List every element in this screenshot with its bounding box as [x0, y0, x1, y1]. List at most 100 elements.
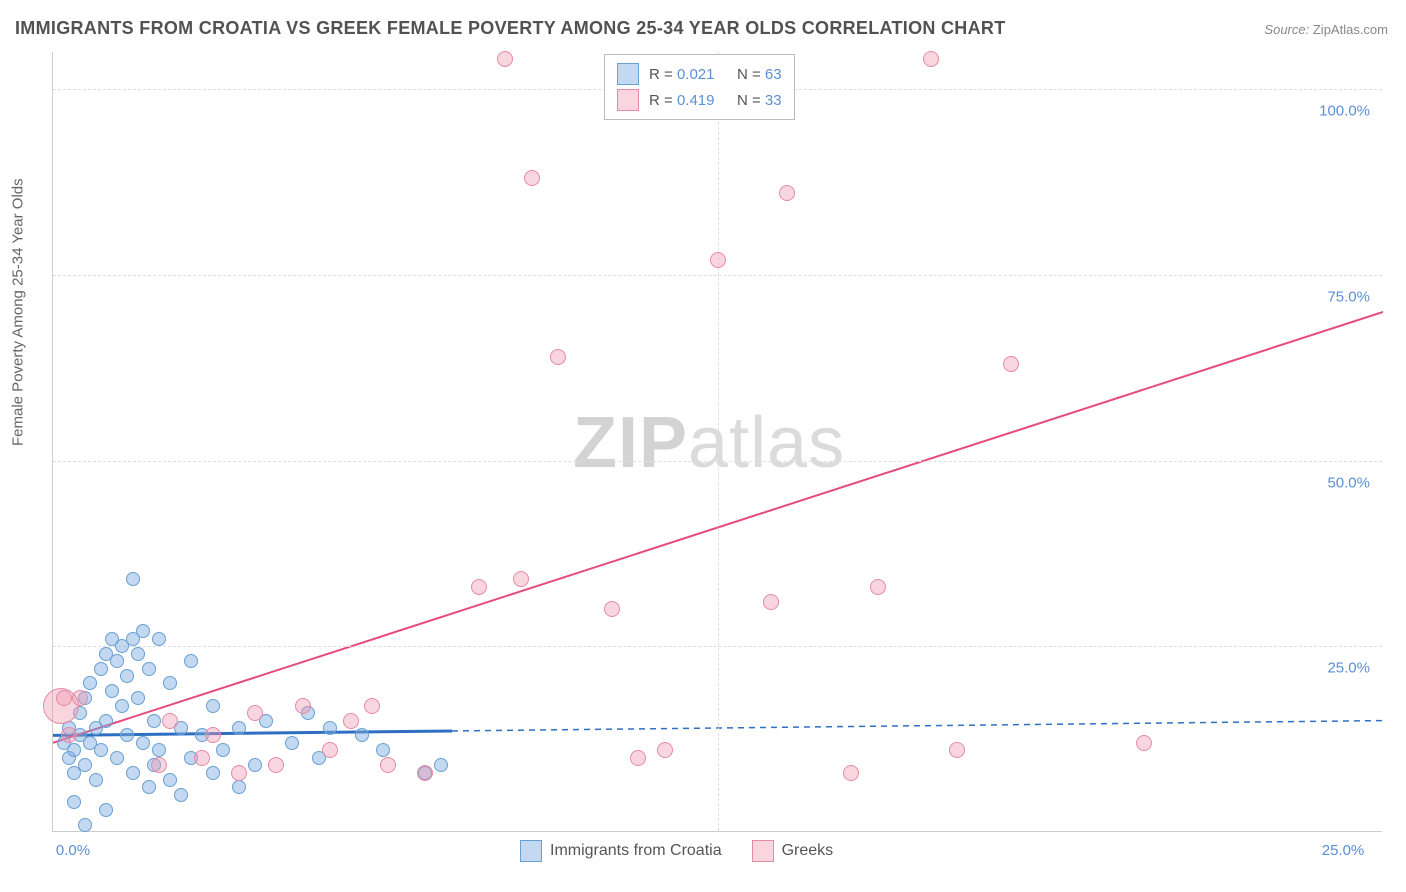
- legend-swatch-croatia: [617, 63, 639, 85]
- scatter-point-greek: [779, 185, 795, 201]
- legend-row-greek: R = 0.419 N = 33: [617, 87, 782, 113]
- scatter-plot-area: ZIPatlas 25.0%50.0%75.0%100.0%0.0%25.0%: [52, 52, 1382, 832]
- scatter-point-croatia: [126, 766, 140, 780]
- trendline-croatia: [53, 731, 452, 735]
- legend-correlation-box: R = 0.021 N = 63R = 0.419 N = 33: [604, 54, 795, 120]
- gridline-vertical: [718, 52, 719, 831]
- y-tick-label: 50.0%: [1327, 474, 1370, 491]
- legend-swatch-bottom-croatia: [520, 840, 542, 862]
- scatter-point-greek: [949, 742, 965, 758]
- y-tick-label: 100.0%: [1319, 103, 1370, 120]
- scatter-point-croatia: [94, 662, 108, 676]
- scatter-point-greek: [343, 713, 359, 729]
- legend-item-croatia: Immigrants from Croatia: [520, 840, 722, 862]
- scatter-point-greek: [710, 252, 726, 268]
- scatter-point-greek: [497, 51, 513, 67]
- scatter-point-greek: [471, 579, 487, 595]
- scatter-point-greek: [205, 727, 221, 743]
- scatter-point-greek: [550, 349, 566, 365]
- scatter-point-croatia: [216, 743, 230, 757]
- legend-item-greek: Greeks: [752, 840, 834, 862]
- source-attribution: Source: ZipAtlas.com: [1264, 22, 1388, 37]
- scatter-point-croatia: [355, 728, 369, 742]
- scatter-point-croatia: [248, 758, 262, 772]
- scatter-point-croatia: [142, 780, 156, 794]
- scatter-point-croatia: [152, 743, 166, 757]
- y-axis-title: Female Poverty Among 25-34 Year Olds: [10, 178, 27, 446]
- scatter-point-greek: [657, 742, 673, 758]
- scatter-point-croatia: [376, 743, 390, 757]
- scatter-point-croatia: [232, 721, 246, 735]
- scatter-point-greek: [364, 698, 380, 714]
- scatter-point-greek: [604, 601, 620, 617]
- scatter-point-greek: [61, 727, 77, 743]
- scatter-point-croatia: [136, 736, 150, 750]
- legend-r-greek: R = 0.419: [649, 92, 714, 109]
- scatter-point-croatia: [94, 743, 108, 757]
- scatter-point-croatia: [89, 773, 103, 787]
- source-label: Source:: [1264, 22, 1309, 37]
- scatter-point-greek: [56, 690, 72, 706]
- scatter-point-greek: [162, 713, 178, 729]
- scatter-point-croatia: [184, 654, 198, 668]
- scatter-point-croatia: [131, 691, 145, 705]
- legend-swatch-bottom-greek: [752, 840, 774, 862]
- scatter-point-greek: [151, 757, 167, 773]
- scatter-point-croatia: [110, 654, 124, 668]
- scatter-point-croatia: [131, 647, 145, 661]
- scatter-point-greek: [268, 757, 284, 773]
- scatter-point-greek: [231, 765, 247, 781]
- scatter-point-croatia: [136, 624, 150, 638]
- scatter-point-greek: [322, 742, 338, 758]
- scatter-point-croatia: [99, 803, 113, 817]
- scatter-point-croatia: [285, 736, 299, 750]
- scatter-point-greek: [247, 705, 263, 721]
- scatter-point-croatia: [174, 788, 188, 802]
- scatter-point-croatia: [152, 632, 166, 646]
- scatter-point-greek: [1136, 735, 1152, 751]
- scatter-point-croatia: [78, 818, 92, 832]
- scatter-point-greek: [524, 170, 540, 186]
- scatter-point-croatia: [67, 743, 81, 757]
- trendline-dashed-croatia: [452, 721, 1383, 731]
- scatter-point-greek: [763, 594, 779, 610]
- scatter-point-croatia: [110, 751, 124, 765]
- scatter-point-greek: [417, 765, 433, 781]
- scatter-point-croatia: [105, 684, 119, 698]
- x-tick-label: 25.0%: [1322, 842, 1365, 859]
- scatter-point-croatia: [99, 714, 113, 728]
- chart-title: IMMIGRANTS FROM CROATIA VS GREEK FEMALE …: [15, 18, 1006, 39]
- scatter-point-croatia: [434, 758, 448, 772]
- scatter-point-greek: [923, 51, 939, 67]
- scatter-point-croatia: [67, 795, 81, 809]
- scatter-point-croatia: [120, 728, 134, 742]
- scatter-point-greek: [630, 750, 646, 766]
- scatter-point-croatia: [142, 662, 156, 676]
- scatter-point-croatia: [163, 676, 177, 690]
- scatter-point-croatia: [163, 773, 177, 787]
- scatter-point-croatia: [206, 766, 220, 780]
- scatter-point-croatia: [147, 714, 161, 728]
- scatter-point-greek: [194, 750, 210, 766]
- scatter-point-greek: [513, 571, 529, 587]
- legend-swatch-greek: [617, 89, 639, 111]
- legend-series: Immigrants from Croatia Greeks: [520, 840, 833, 862]
- scatter-point-greek: [72, 690, 88, 706]
- scatter-point-greek: [380, 757, 396, 773]
- legend-n-greek: N = 33: [724, 92, 781, 109]
- scatter-point-croatia: [83, 676, 97, 690]
- scatter-point-croatia: [78, 758, 92, 772]
- scatter-point-croatia: [120, 669, 134, 683]
- legend-r-croatia: R = 0.021: [649, 66, 714, 83]
- legend-row-croatia: R = 0.021 N = 63: [617, 61, 782, 87]
- x-tick-label: 0.0%: [56, 842, 90, 859]
- source-value: ZipAtlas.com: [1313, 22, 1388, 37]
- legend-label-croatia: Immigrants from Croatia: [550, 842, 722, 860]
- scatter-point-greek: [843, 765, 859, 781]
- scatter-point-croatia: [232, 780, 246, 794]
- scatter-point-croatia: [323, 721, 337, 735]
- scatter-point-greek: [870, 579, 886, 595]
- scatter-point-croatia: [206, 699, 220, 713]
- watermark-text: ZIPatlas: [573, 402, 845, 484]
- y-tick-label: 25.0%: [1327, 660, 1370, 677]
